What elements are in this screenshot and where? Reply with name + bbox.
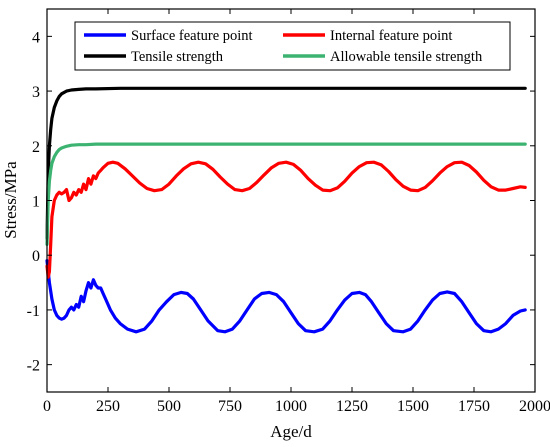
series-line-1	[45, 259, 527, 334]
y-tick-label-1: 1	[32, 194, 40, 211]
series-line-3	[45, 86, 527, 241]
x-tick-label-1000: 1000	[275, 398, 307, 415]
legend-label-surface: Surface feature point	[131, 28, 253, 44]
x-tick-label-1500: 1500	[397, 398, 429, 415]
legend-label-internal: Internal feature point	[330, 28, 452, 44]
x-tick-label-2000: 2000	[519, 398, 550, 415]
axis-layer: 0 250 500 750 1000 1250 1500 1750 2000 -2 -1 0 1 2 3 4	[27, 9, 550, 415]
y-tick-label-3: 3	[32, 84, 40, 101]
x-tick-label-500: 500	[157, 398, 181, 415]
x-tick-label-1250: 1250	[336, 398, 368, 415]
legend-box	[74, 21, 511, 71]
x-tick-label-250: 250	[96, 398, 120, 415]
series-layer	[45, 86, 527, 334]
y-axis-label: Stress/MPa	[1, 161, 20, 239]
series-line-2	[45, 160, 527, 279]
x-tick-label-750: 750	[218, 398, 242, 415]
series-line-4	[45, 142, 527, 246]
legend: Surface feature point Internal feature p…	[74, 21, 511, 71]
y-tick-label--2: -2	[27, 358, 40, 375]
y-tick-label-0: 0	[32, 248, 40, 265]
legend-label-allowable: Allowable tensile strength	[330, 49, 483, 65]
y-tick-label--1: -1	[27, 303, 40, 320]
y-tick-label-2: 2	[32, 139, 40, 156]
x-tick-label-0: 0	[43, 398, 51, 415]
x-tick-label-1750: 1750	[458, 398, 490, 415]
y-tick-label-4: 4	[32, 29, 40, 46]
x-axis-label: Age/d	[270, 422, 312, 441]
legend-label-tensile: Tensile strength	[131, 49, 224, 65]
